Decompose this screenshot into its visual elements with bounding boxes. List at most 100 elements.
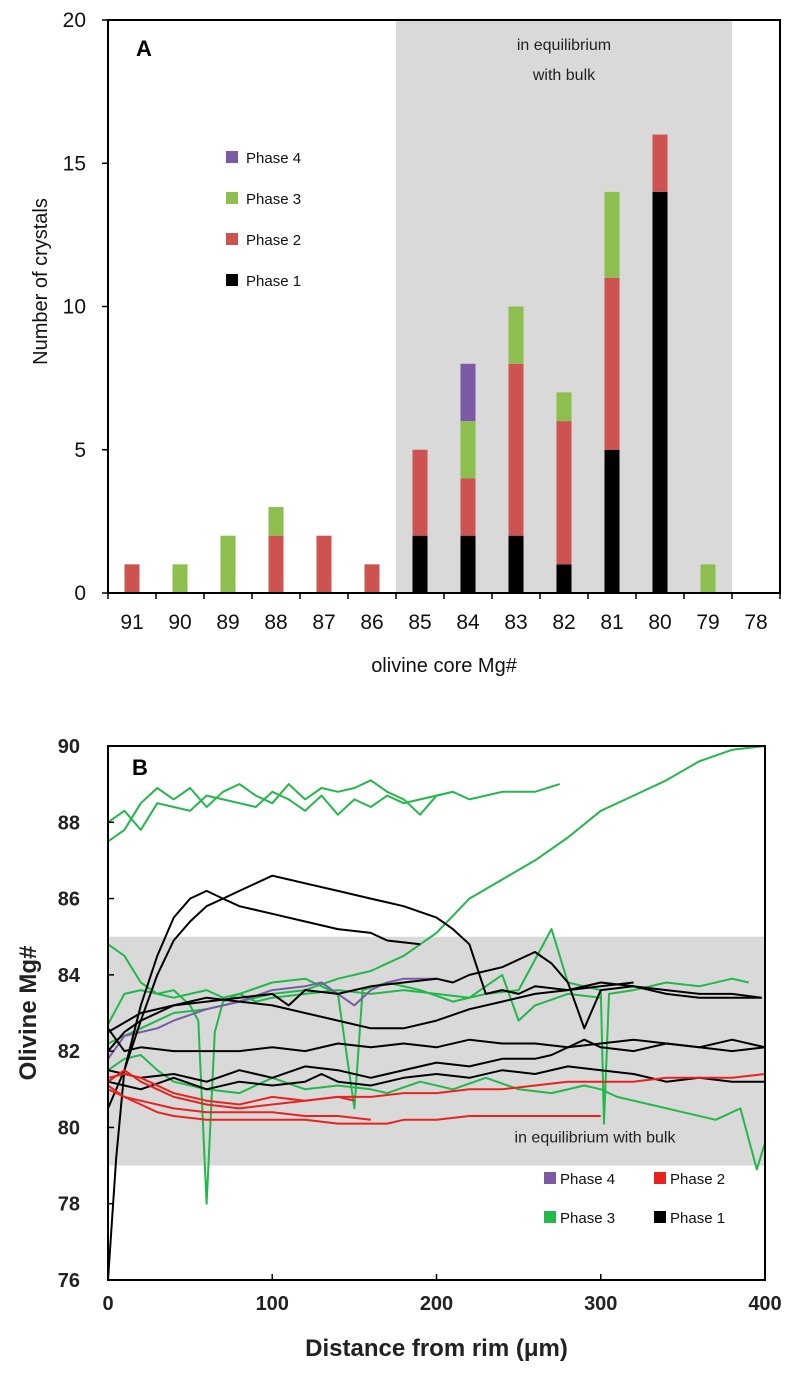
profile-line-phase-2 [107, 1069, 766, 1110]
profile-line-phase-1 [107, 874, 762, 1109]
bar-phase-2-85 [412, 449, 428, 536]
profile-line-phase-2 [107, 1073, 355, 1106]
bar-phase-3-89 [220, 535, 236, 593]
panel-letter-a: A [136, 36, 152, 61]
x-tick-label-b: 300 [584, 1293, 617, 1315]
profile-line-phase-3 [107, 790, 454, 831]
bar-phase-2-84 [460, 478, 476, 536]
x-tick-label-a: 85 [408, 611, 431, 634]
bar-phase-2-80 [652, 134, 668, 192]
x-tick-label-b: 400 [748, 1293, 781, 1315]
x-tick-label-a: 88 [264, 611, 287, 634]
bar-phase-2-82 [556, 421, 572, 565]
legend-swatch-a [226, 274, 238, 286]
legend-b: Phase 4 Phase 2 Phase 3 Phase 1 [544, 1171, 725, 1227]
legend-label-a: Phase 4 [246, 150, 301, 167]
bar-phase-2-81 [604, 277, 620, 450]
x-tick-label-a: 84 [456, 611, 480, 634]
legend-a: Phase 4 Phase 3 Phase 2 Phase 1 [226, 150, 301, 290]
bar-phase-2-91 [124, 564, 140, 593]
bar-phase-1-85 [412, 535, 428, 593]
lines-b [107, 745, 766, 1281]
y-tick-label-b: 82 [58, 1041, 80, 1063]
bar-phase-1-82 [556, 564, 572, 593]
y-tick-label-a: 20 [63, 9, 86, 32]
profile-line-phase-1 [107, 951, 762, 1033]
profile-line-phase-3 [107, 973, 601, 1025]
panel-b-chart: in equilibrium with bulk 76 78 80 82 84 86 88 9… [15, 736, 782, 1362]
profile-line-phase-1 [107, 981, 634, 1052]
y-tick-label-b: 86 [58, 889, 80, 911]
y-tick-label-a: 0 [74, 582, 86, 605]
profile-line-phase-3 [107, 779, 560, 843]
x-tick-label-a: 83 [504, 611, 527, 634]
legend-swatch-a [226, 192, 238, 204]
legend-swatch-b [654, 1172, 666, 1184]
x-tick-label-a: 79 [696, 611, 719, 634]
legend-label-b: Phase 4 [560, 1171, 615, 1188]
bar-phase-2-86 [364, 564, 380, 593]
legend-swatch-b [654, 1211, 666, 1223]
legend-label-b: Phase 1 [670, 1210, 725, 1227]
x-tick-label-b: 0 [102, 1293, 113, 1315]
y-axis-title-a: Number of crystals [30, 198, 52, 365]
x-tick-label-b: 100 [256, 1293, 289, 1315]
x-axis-title-a: olivine core Mg# [371, 655, 518, 677]
bar-phase-3-83 [508, 306, 524, 364]
y-ticks-a: 0 5 10 15 20 [63, 9, 108, 605]
y-tick-label-b: 84 [58, 965, 81, 987]
bar-phase-3-88 [268, 507, 284, 536]
bar-phase-2-87 [316, 535, 332, 593]
bar-phase-1-83 [508, 535, 524, 593]
x-ticks-b: 0 100 200 300 400 [102, 1274, 782, 1315]
y-tick-label-a: 10 [63, 296, 86, 319]
band-label-b: in equilibrium with bulk [515, 1130, 677, 1147]
y-tick-label-a: 5 [74, 439, 86, 462]
bar-phase-3-79 [700, 564, 716, 593]
y-axis-title-b: Olivine Mg# [15, 946, 42, 1081]
bar-phase-2-88 [268, 535, 284, 593]
panel-a-chart: in equilibrium with bulk 0 5 10 15 20 91 90 89… [30, 9, 781, 677]
y-tick-label-a: 15 [63, 152, 86, 175]
x-tick-label-a: 81 [600, 611, 623, 634]
profile-line-phase-1 [107, 1038, 766, 1083]
profile-line-phase-3 [107, 1054, 766, 1171]
x-axis-title-b: Distance from rim (μm) [305, 1335, 568, 1362]
y-tick-label-b: 80 [58, 1117, 80, 1139]
band-label-a-line1: in equilibrium [517, 37, 611, 54]
x-tick-label-a: 87 [312, 611, 335, 634]
bar-phase-3-84 [460, 421, 476, 479]
x-tick-label-a: 91 [120, 611, 143, 634]
x-tick-label-a: 78 [744, 611, 767, 634]
profile-line-phase-1 [107, 1065, 765, 1091]
legend-label-a: Phase 2 [246, 232, 301, 249]
bars-a [124, 134, 716, 593]
y-tick-label-b: 90 [58, 736, 80, 758]
y-tick-label-b: 78 [58, 1194, 80, 1216]
profile-line-phase-1 [107, 1027, 766, 1053]
y-ticks-b: 76 78 80 82 84 86 88 90 [58, 736, 114, 1292]
legend-label-a: Phase 1 [246, 273, 301, 290]
x-tick-label-a: 82 [552, 611, 575, 634]
legend-label-b: Phase 3 [560, 1210, 615, 1227]
bar-phase-1-81 [604, 449, 620, 593]
x-tick-label-a: 80 [648, 611, 671, 634]
bar-phase-2-83 [508, 363, 524, 536]
bar-phase-1-80 [652, 191, 668, 593]
x-tick-label-a: 89 [216, 611, 239, 634]
legend-swatch-a [226, 151, 238, 163]
legend-swatch-a [226, 233, 238, 245]
y-tick-label-b: 76 [58, 1270, 80, 1292]
legend-swatch-b [544, 1211, 556, 1223]
y-tick-label-b: 88 [58, 812, 80, 834]
bar-phase-4-84 [460, 363, 476, 422]
panel-letter-b: B [132, 755, 148, 780]
legend-label-a: Phase 3 [246, 191, 301, 208]
band-label-a-line2: with bulk [532, 67, 596, 84]
legend-swatch-b [544, 1172, 556, 1184]
x-tick-label-a: 86 [360, 611, 383, 634]
bar-phase-1-84 [460, 535, 476, 593]
x-ticks-a: 91 90 89 88 87 86 85 84 83 82 81 80 79 78 [107, 593, 781, 634]
profile-line-phase-2 [107, 1084, 601, 1125]
